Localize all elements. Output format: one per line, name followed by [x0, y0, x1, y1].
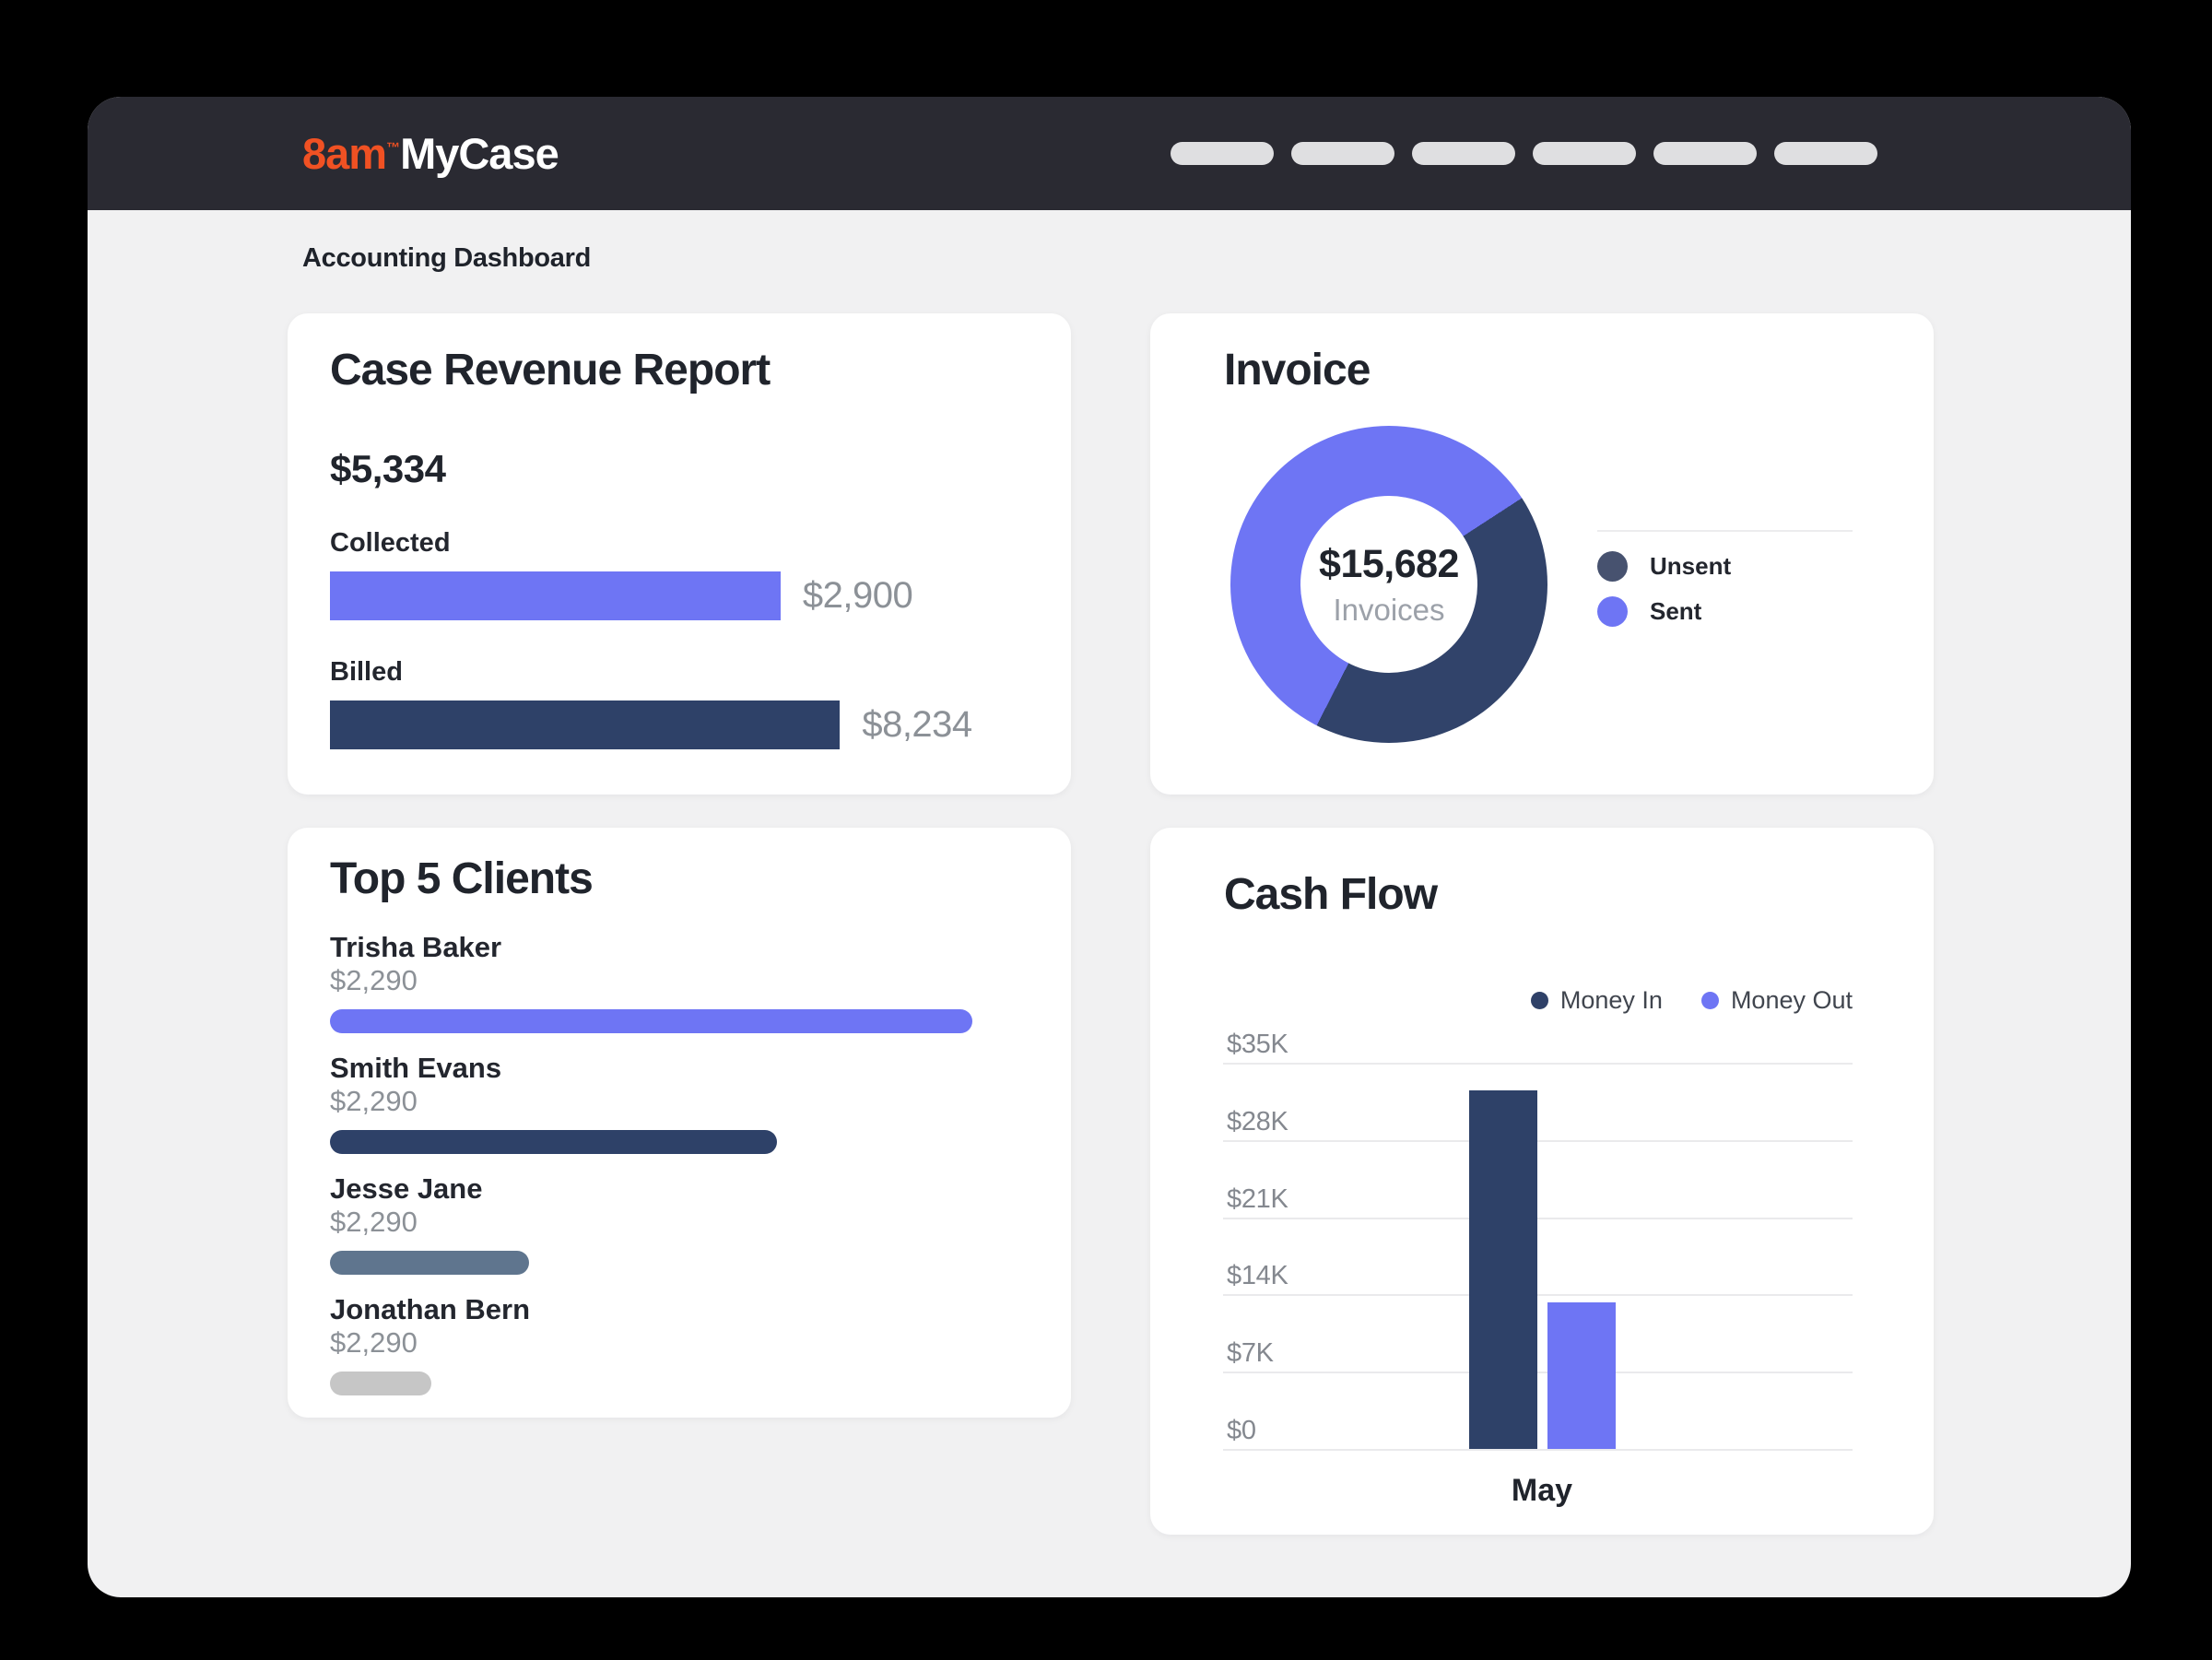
- case-revenue-bar: [330, 700, 841, 749]
- legend-dot-sent: [1597, 596, 1628, 627]
- case-revenue-bar-line: $8,234: [330, 700, 1029, 749]
- invoice-title: Invoice: [1224, 346, 1371, 394]
- cash-flow-gridline: [1223, 1294, 1853, 1297]
- legend-dot-unsent: [1597, 551, 1628, 582]
- case-revenue-bar-value: $8,234: [862, 703, 972, 745]
- case-revenue-bar-value: $2,900: [802, 574, 913, 616]
- invoice-legend-divider: [1597, 530, 1853, 532]
- card-case-revenue-report: Case Revenue Report $5,334 Collected $2,9…: [288, 313, 1071, 795]
- trademark-symbol: ™: [386, 140, 401, 156]
- nav-pill-5[interactable]: [1653, 142, 1757, 165]
- case-revenue-row-label: Billed: [330, 656, 403, 687]
- cash-flow-gridline: [1223, 1217, 1853, 1219]
- cash-flow-legend-item: Money Out: [1700, 986, 1853, 1015]
- client-entry: Jonathan Bern $2,290: [330, 1292, 1029, 1395]
- cash-flow-legend-label: Money In: [1559, 986, 1663, 1014]
- nav-pill-3[interactable]: [1412, 142, 1515, 165]
- client-bar: [330, 1371, 431, 1395]
- case-revenue-bar: [330, 571, 781, 620]
- brand-logo-8am: 8am: [302, 129, 387, 178]
- cash-flow-legend: Money In Money Out: [1530, 986, 1853, 1015]
- cash-flow-tick-label: $28K: [1227, 1106, 1288, 1136]
- client-amount: $2,290: [330, 1325, 418, 1359]
- client-amount: $2,290: [330, 1205, 418, 1238]
- cash-flow-gridline: [1223, 1372, 1853, 1374]
- client-entry: Trisha Baker $2,290: [330, 930, 1029, 1033]
- cash-flow-legend-label: Money Out: [1730, 986, 1853, 1014]
- brand-logo-mycase: MyCase: [400, 129, 559, 178]
- client-bar: [330, 1008, 973, 1033]
- nav-pill-4[interactable]: [1533, 142, 1636, 165]
- nav-pill-1[interactable]: [1171, 142, 1274, 165]
- client-name: Jonathan Bern: [330, 1292, 531, 1325]
- dashboard-body: Accounting Dashboard Case Revenue Report…: [88, 210, 2131, 1597]
- client-list: Trisha Baker $2,290 Smith Evans $2,290 Jesse…: [330, 930, 1029, 1395]
- client-name: Smith Evans: [330, 1051, 502, 1084]
- invoice-legend-label: Unsent: [1650, 552, 1732, 580]
- nav-pill-2[interactable]: [1291, 142, 1394, 165]
- client-bar: [330, 1250, 530, 1275]
- brand-logo[interactable]: 8am™MyCase: [302, 132, 559, 175]
- cash-flow-tick-label: $14K: [1227, 1261, 1288, 1291]
- client-entry: Smith Evans $2,290: [330, 1051, 1029, 1154]
- case-revenue-row: Billed $8,234: [330, 657, 1029, 749]
- invoice-legend: Unsent Sent: [1597, 551, 1731, 627]
- invoice-legend-item: Sent: [1597, 596, 1731, 627]
- invoice-total-label: Invoices: [1333, 592, 1445, 627]
- cash-flow-x-label: May: [1511, 1473, 1573, 1508]
- invoice-legend-label: Sent: [1650, 597, 1702, 625]
- card-cash-flow: Cash Flow Money In Money Out $35K $28K $21K…: [1150, 828, 1934, 1535]
- case-revenue-row-label: Collected: [330, 527, 451, 558]
- invoice-total-value: $15,682: [1319, 541, 1459, 586]
- page-title: Accounting Dashboard: [302, 243, 592, 273]
- nav-pill-6[interactable]: [1774, 142, 1877, 165]
- app-header: 8am™MyCase: [88, 97, 2131, 210]
- cash-flow-tick-label: $0: [1227, 1416, 1256, 1445]
- client-amount: $2,290: [330, 963, 418, 996]
- cash-flow-tick-label: $7K: [1227, 1338, 1274, 1369]
- case-revenue-bar-line: $2,900: [330, 571, 1029, 620]
- invoice-legend-item: Unsent: [1597, 551, 1731, 582]
- legend-dot-money-out: [1700, 992, 1719, 1009]
- legend-dot-money-in: [1530, 992, 1548, 1009]
- cash-flow-tick-label: $21K: [1227, 1183, 1288, 1214]
- case-revenue-rows: Collected $2,900 Billed $8,234: [330, 528, 1029, 749]
- cash-flow-bar-money-out: [1547, 1301, 1616, 1449]
- client-name: Trisha Baker: [330, 930, 502, 963]
- case-revenue-row: Collected $2,900: [330, 528, 1029, 620]
- cash-flow-bar-money-in: [1469, 1089, 1537, 1449]
- card-top-5-clients: Top 5 Clients Trisha Baker $2,290 Smith Ev…: [288, 828, 1071, 1418]
- invoice-donut-center: $15,682 Invoices: [1300, 496, 1477, 673]
- client-entry: Jesse Jane $2,290: [330, 1171, 1029, 1275]
- client-name: Jesse Jane: [330, 1171, 483, 1205]
- top-nav-placeholder: [1171, 142, 1877, 165]
- app-window: 8am™MyCase Accounting Dashboard Case Rev…: [88, 97, 2131, 1597]
- card-invoice: Invoice $15,682 Invoices Unsent Sent: [1150, 313, 1934, 795]
- client-bar: [330, 1129, 778, 1154]
- cash-flow-tick-label: $35K: [1227, 1030, 1288, 1059]
- cash-flow-plot-area: $35K $28K $21K $14K $7K $0: [1223, 1030, 1853, 1451]
- cash-flow-gridline: [1223, 1449, 1853, 1451]
- cash-flow-title: Cash Flow: [1224, 870, 1438, 919]
- client-amount: $2,290: [330, 1084, 418, 1117]
- cash-flow-legend-item: Money In: [1530, 986, 1663, 1015]
- cash-flow-gridline: [1223, 1063, 1853, 1065]
- top-clients-title: Top 5 Clients: [330, 854, 594, 903]
- case-revenue-total: $5,334: [330, 446, 446, 490]
- invoice-donut-chart: $15,682 Invoices: [1230, 426, 1547, 743]
- cash-flow-gridline: [1223, 1139, 1853, 1142]
- case-revenue-title: Case Revenue Report: [330, 346, 771, 394]
